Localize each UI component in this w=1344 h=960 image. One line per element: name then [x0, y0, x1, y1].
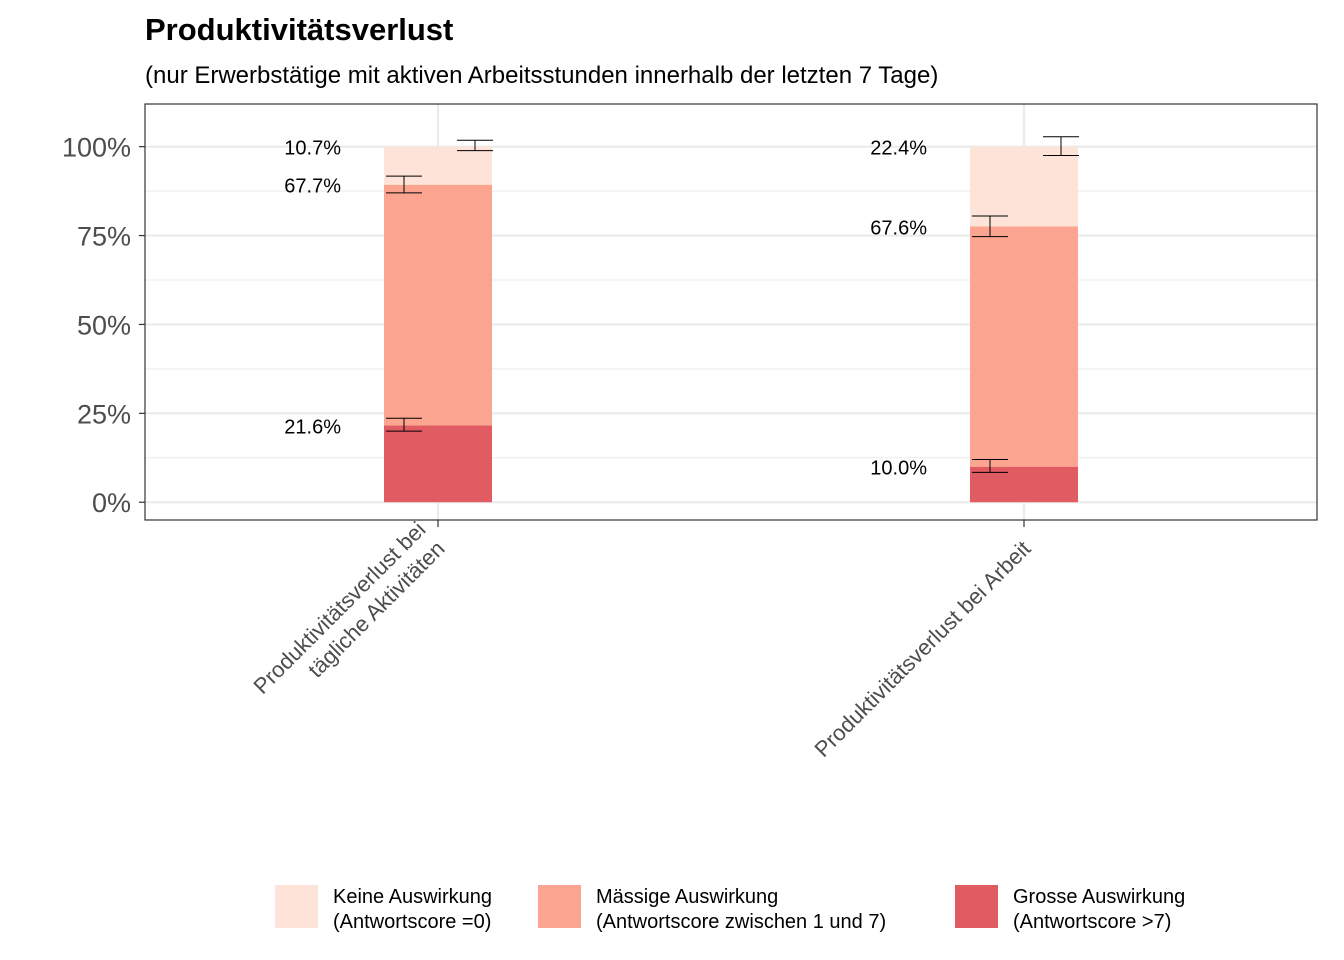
bar-segment [970, 146, 1078, 227]
legend-key [955, 885, 998, 928]
bar-segment [384, 184, 492, 426]
error-bars [386, 136, 1079, 473]
data-label: 10.0% [870, 458, 927, 480]
x-tick-label-line: Produktivitätsverlust bei Arbeit [809, 536, 1035, 762]
bar-segment [384, 146, 492, 185]
x-tick-label-line: Produktivitätsverlust bei [248, 517, 430, 699]
grid-lines [145, 104, 1317, 520]
legend-label: Mässige Auswirkung [596, 886, 778, 908]
legend: Keine Auswirkung (Antwortscore =0) Mässige… [275, 885, 1185, 933]
data-labels: 21.6% 67.7% 10.7% 10.0% 67.6% 22.4% [284, 138, 927, 480]
y-tick-label: 100% [62, 133, 131, 163]
legend-label: (Antwortscore zwischen 1 und 7) [596, 911, 886, 933]
chart-title: Produktivitätsverlust [145, 12, 453, 47]
data-label: 67.6% [870, 217, 927, 239]
y-tick-label: 0% [92, 488, 131, 518]
chart-subtitle: (nur Erwerbstätige mit aktiven Arbeitsst… [145, 62, 938, 89]
plot-panel-border [144, 103, 1318, 521]
bar-segment [384, 425, 492, 503]
legend-label: (Antwortscore >7) [1013, 911, 1171, 933]
bars [384, 146, 1078, 503]
data-label: 22.4% [870, 138, 927, 160]
y-tick-label: 25% [77, 399, 131, 429]
legend-label: Grosse Auswirkung [1013, 886, 1185, 908]
legend-label: (Antwortscore =0) [333, 911, 491, 933]
legend-key [538, 885, 581, 928]
legend-key [275, 885, 318, 928]
data-label: 10.7% [284, 138, 341, 160]
x-tick-label: Produktivitätsverlust bei Arbeit [809, 536, 1035, 762]
data-label: 67.7% [284, 176, 341, 198]
y-tick-label: 50% [77, 310, 131, 340]
y-tick-label: 75% [77, 222, 131, 252]
y-axis: 0% 25% 50% 75% 100% [62, 133, 145, 518]
bar-segment [970, 226, 1078, 467]
legend-label: Keine Auswirkung [333, 886, 492, 908]
data-label: 21.6% [284, 416, 341, 438]
